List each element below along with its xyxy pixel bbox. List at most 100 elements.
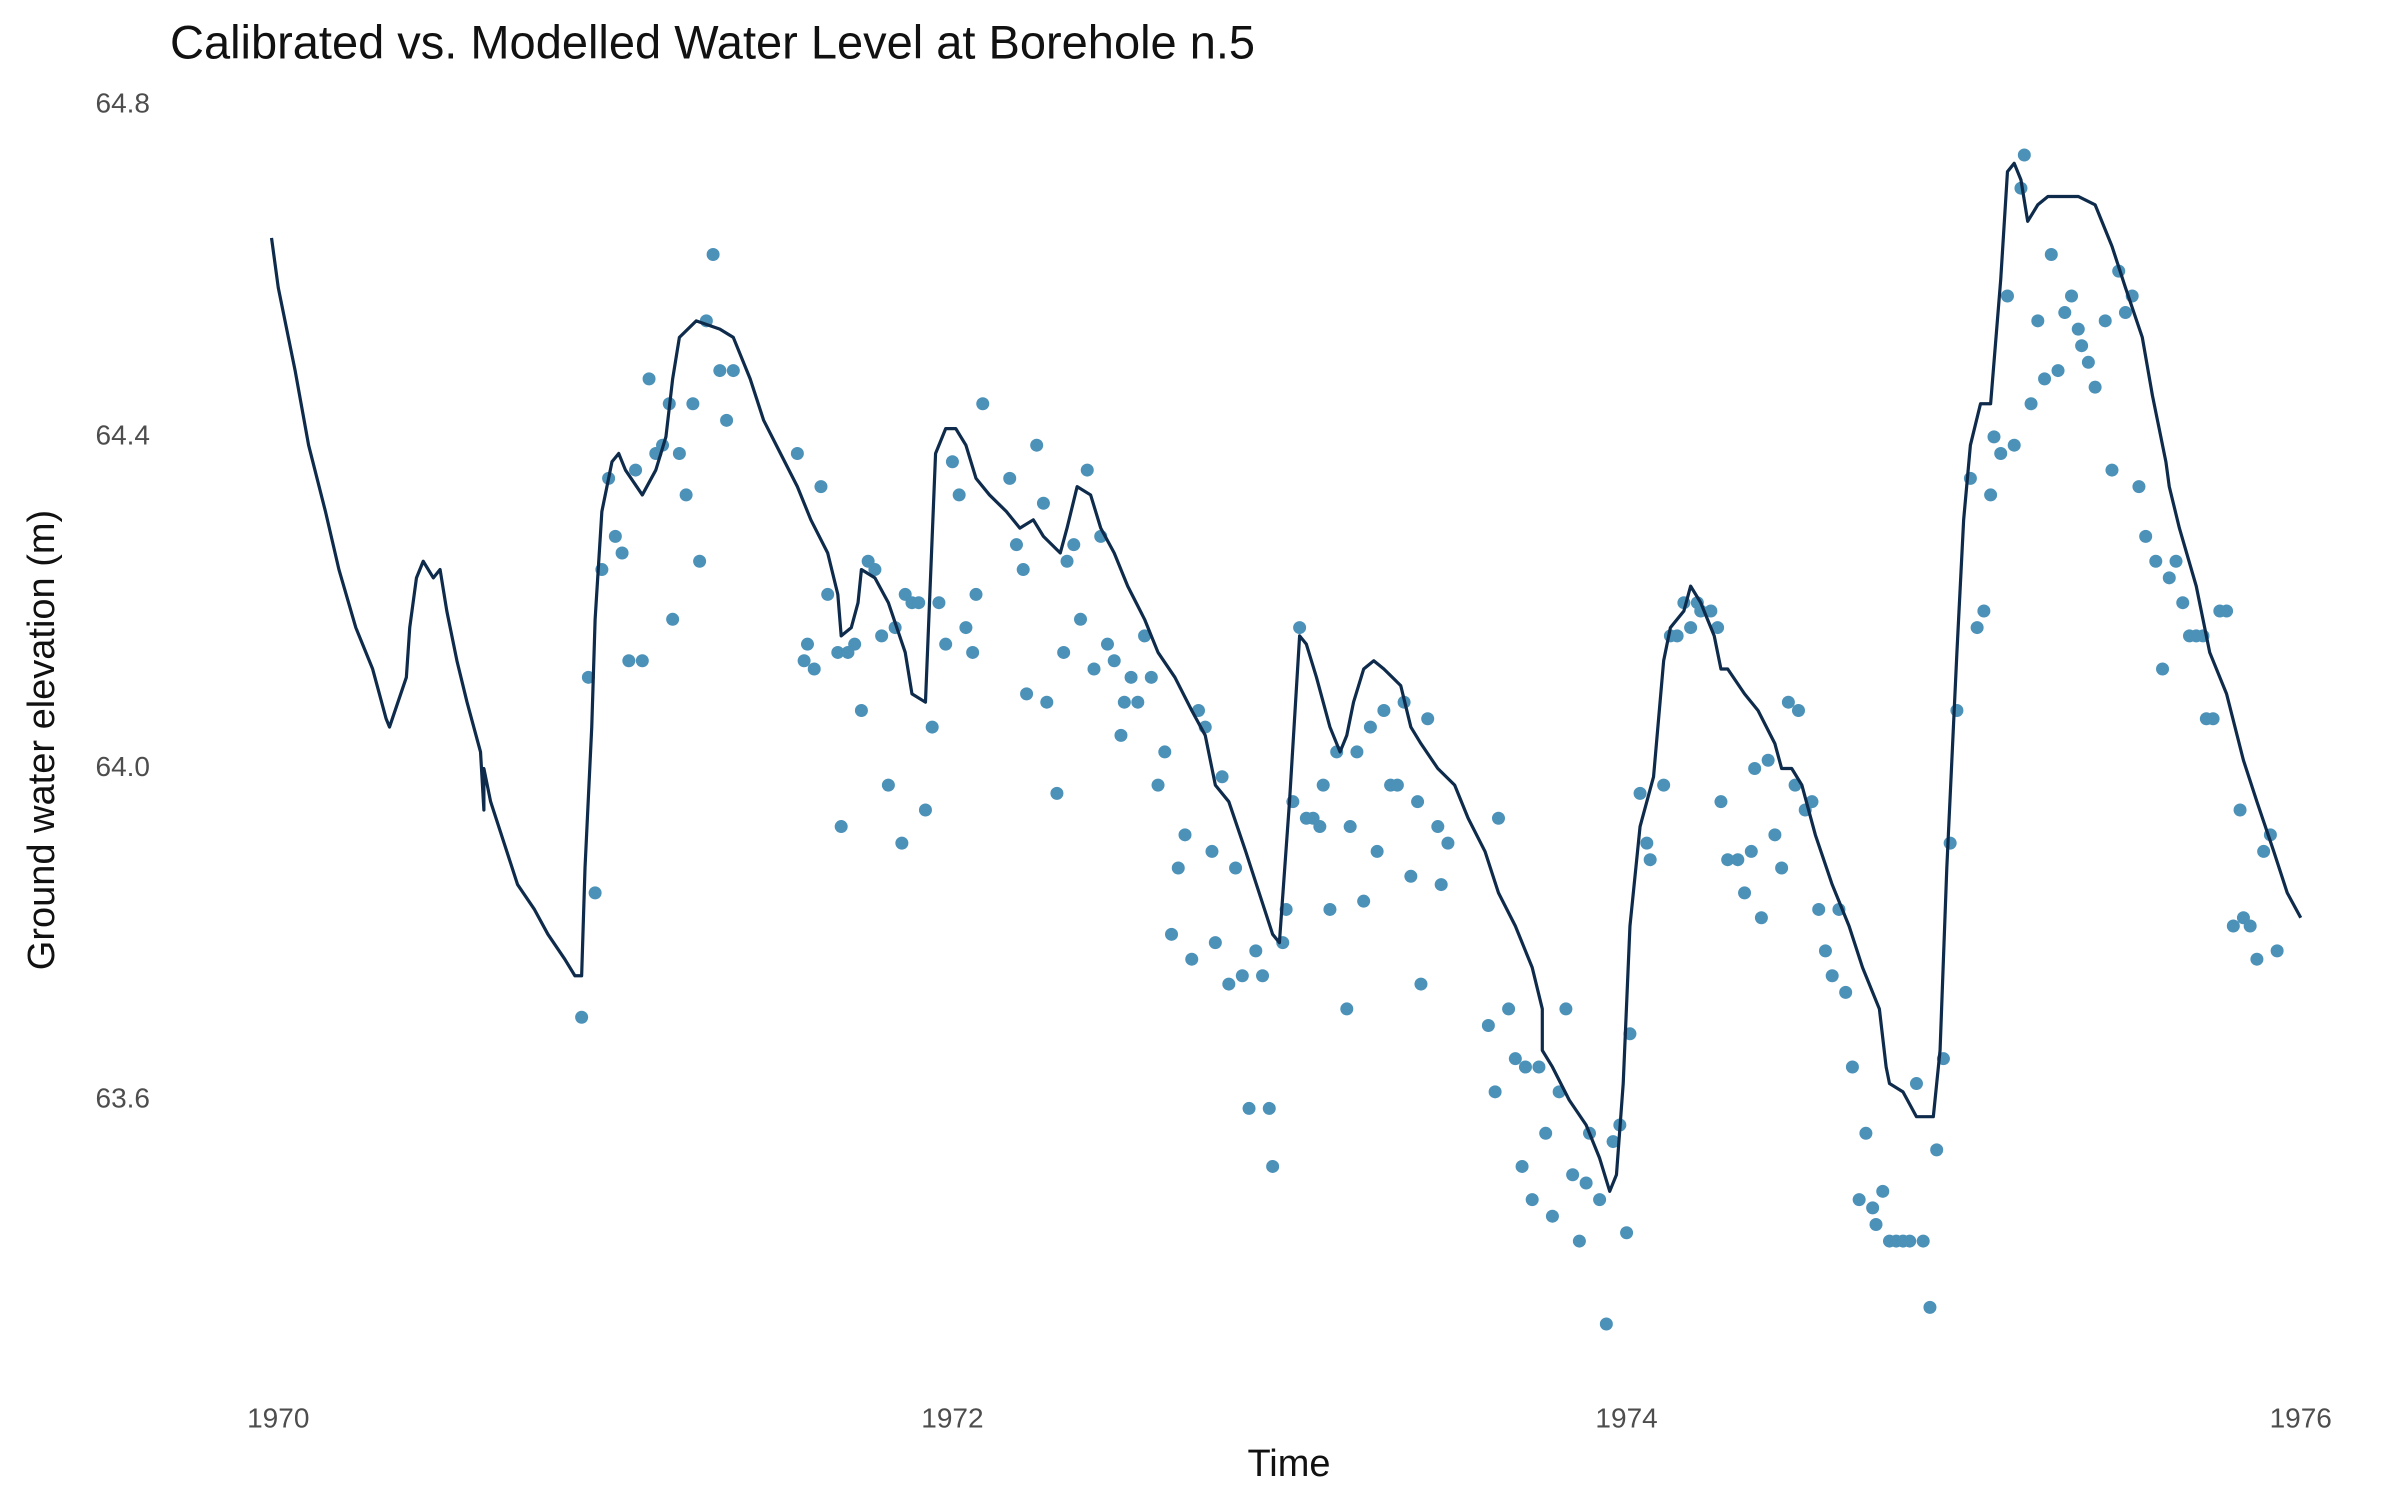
- observation-point: [1545, 1209, 1559, 1223]
- observation-point: [2243, 919, 2257, 933]
- observation-point: [1117, 695, 1131, 709]
- y-tick-label: 64.0: [96, 751, 151, 782]
- observation-point: [2156, 662, 2170, 676]
- observation-point: [1016, 563, 1030, 577]
- model-line: [269, 161, 2303, 1193]
- observation-point: [2226, 919, 2240, 933]
- observation-point: [1518, 1060, 1532, 1074]
- observation-point: [1431, 820, 1445, 834]
- observation-point: [2075, 339, 2089, 353]
- observation-point: [2038, 372, 2052, 386]
- observation-point: [1559, 1002, 1573, 1016]
- observation-point: [1131, 695, 1145, 709]
- observation-point: [2206, 712, 2220, 726]
- observation-point: [1923, 1300, 1937, 1314]
- observation-point: [2162, 571, 2176, 585]
- observation-point: [1350, 745, 1364, 759]
- observation-point: [1818, 944, 1832, 958]
- observation-point: [797, 654, 811, 668]
- observation-point: [1340, 1002, 1354, 1016]
- observation-point: [642, 372, 656, 386]
- observation-point: [1087, 662, 1101, 676]
- observation-point: [790, 446, 804, 460]
- observation-point: [1178, 828, 1192, 842]
- observation-point: [1036, 496, 1050, 510]
- observation-point: [1100, 637, 1114, 651]
- observation-point: [1994, 446, 2008, 460]
- observation-point: [1235, 969, 1249, 983]
- observation-point: [2250, 952, 2264, 966]
- x-tick-label: 1976: [2270, 1402, 2332, 1433]
- observation-point: [881, 778, 895, 792]
- observation-point: [1171, 861, 1185, 875]
- observation-point: [2118, 306, 2132, 320]
- observation-point: [1009, 538, 1023, 552]
- observation-point: [713, 364, 727, 378]
- observation-point: [1761, 753, 1775, 767]
- observation-point: [2017, 148, 2031, 162]
- observation-point: [1434, 878, 1448, 892]
- observation-point: [1481, 1019, 1495, 1033]
- observation-point: [1363, 720, 1377, 734]
- observation-point: [2132, 480, 2146, 494]
- observation-point: [814, 480, 828, 494]
- observation-point: [807, 662, 821, 676]
- observation-point: [1744, 844, 1758, 858]
- observation-point: [939, 637, 953, 651]
- observation-point: [1229, 861, 1243, 875]
- observation-point: [1532, 1060, 1546, 1074]
- observation-point: [2081, 355, 2095, 369]
- observation-point: [1711, 621, 1725, 635]
- observation-point: [1323, 902, 1337, 916]
- observation-point: [834, 820, 848, 834]
- observation-point: [615, 546, 629, 560]
- observation-point: [1916, 1234, 1930, 1248]
- observation-point: [1390, 778, 1404, 792]
- observation-point: [1670, 629, 1684, 643]
- observation-point: [1114, 728, 1128, 742]
- observation-point: [2024, 397, 2038, 411]
- observation-point: [1845, 1060, 1859, 1074]
- observation-point: [1909, 1077, 1923, 1091]
- observation-point: [1812, 902, 1826, 916]
- observation-point: [1791, 703, 1805, 717]
- observation-point: [868, 563, 882, 577]
- observation-point: [976, 397, 990, 411]
- observation-point: [1825, 969, 1839, 983]
- observation-point: [895, 836, 909, 850]
- observation-point: [1249, 944, 1263, 958]
- observation-point: [693, 554, 707, 568]
- observation-point: [1566, 1168, 1580, 1182]
- observation-point: [1704, 604, 1718, 618]
- observation-point: [1377, 703, 1391, 717]
- observation-point: [800, 637, 814, 651]
- observation-point: [1775, 861, 1789, 875]
- observation-point: [1074, 612, 1088, 626]
- observation-point: [1293, 621, 1307, 635]
- observation-point: [918, 803, 932, 817]
- observation-point: [925, 720, 939, 734]
- observation-point: [706, 248, 720, 262]
- observation-point: [1930, 1143, 1944, 1157]
- observation-point: [1502, 1002, 1516, 1016]
- observation-point: [1208, 936, 1222, 950]
- observation-point: [1262, 1101, 1276, 1115]
- observation-point: [1508, 1052, 1522, 1066]
- observation-point: [1903, 1234, 1917, 1248]
- observation-point: [831, 645, 845, 659]
- observation-point: [1579, 1176, 1593, 1190]
- observation-point: [1060, 554, 1074, 568]
- observation-point: [1869, 1217, 1883, 1231]
- observation-point: [1003, 471, 1017, 485]
- observation-point: [1421, 712, 1435, 726]
- observation-point: [1640, 836, 1654, 850]
- observation-point: [1876, 1184, 1890, 1198]
- observation-point: [1370, 844, 1384, 858]
- observation-point: [1859, 1126, 1873, 1140]
- observation-point: [1866, 1201, 1880, 1215]
- observation-point: [1987, 430, 2001, 444]
- observation-point: [2000, 289, 2014, 303]
- observation-point: [1606, 1135, 1620, 1149]
